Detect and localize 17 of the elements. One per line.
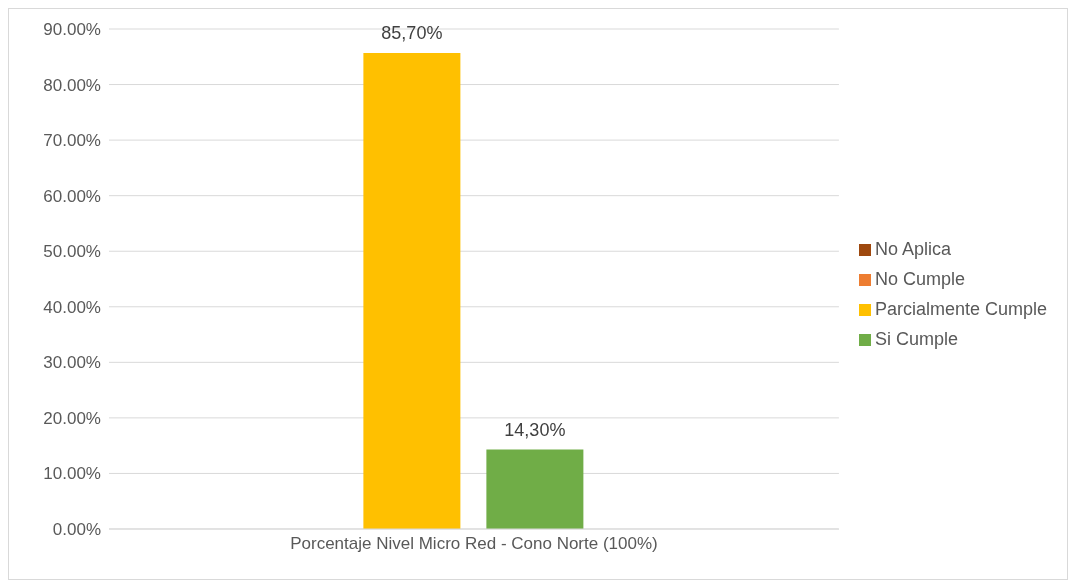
- y-tick-label: 0.00%: [52, 520, 101, 540]
- data-label: 14,30%: [504, 419, 566, 440]
- y-tick-label: 70.00%: [43, 131, 101, 151]
- y-tick-label: 80.00%: [43, 75, 101, 95]
- legend-label: Si Cumple: [874, 329, 958, 349]
- y-tick-label: 10.00%: [43, 464, 101, 484]
- y-tick-label: 40.00%: [43, 297, 101, 317]
- data-label: 85,70%: [381, 22, 443, 43]
- x-tick-label: Porcentaje Nivel Micro Red - Cono Norte (100%): [290, 534, 658, 554]
- y-tick-label: 90.00%: [43, 20, 101, 40]
- y-tick-label: 20.00%: [43, 408, 101, 428]
- y-tick-label: 50.00%: [43, 242, 101, 262]
- legend-label: No Cumple: [874, 269, 965, 289]
- legend-label: No Aplica: [874, 239, 951, 259]
- y-tick-label: 60.00%: [43, 186, 101, 206]
- y-tick-label: 30.00%: [43, 353, 101, 373]
- legend-label: Parcialmente Cumple: [874, 299, 1047, 319]
